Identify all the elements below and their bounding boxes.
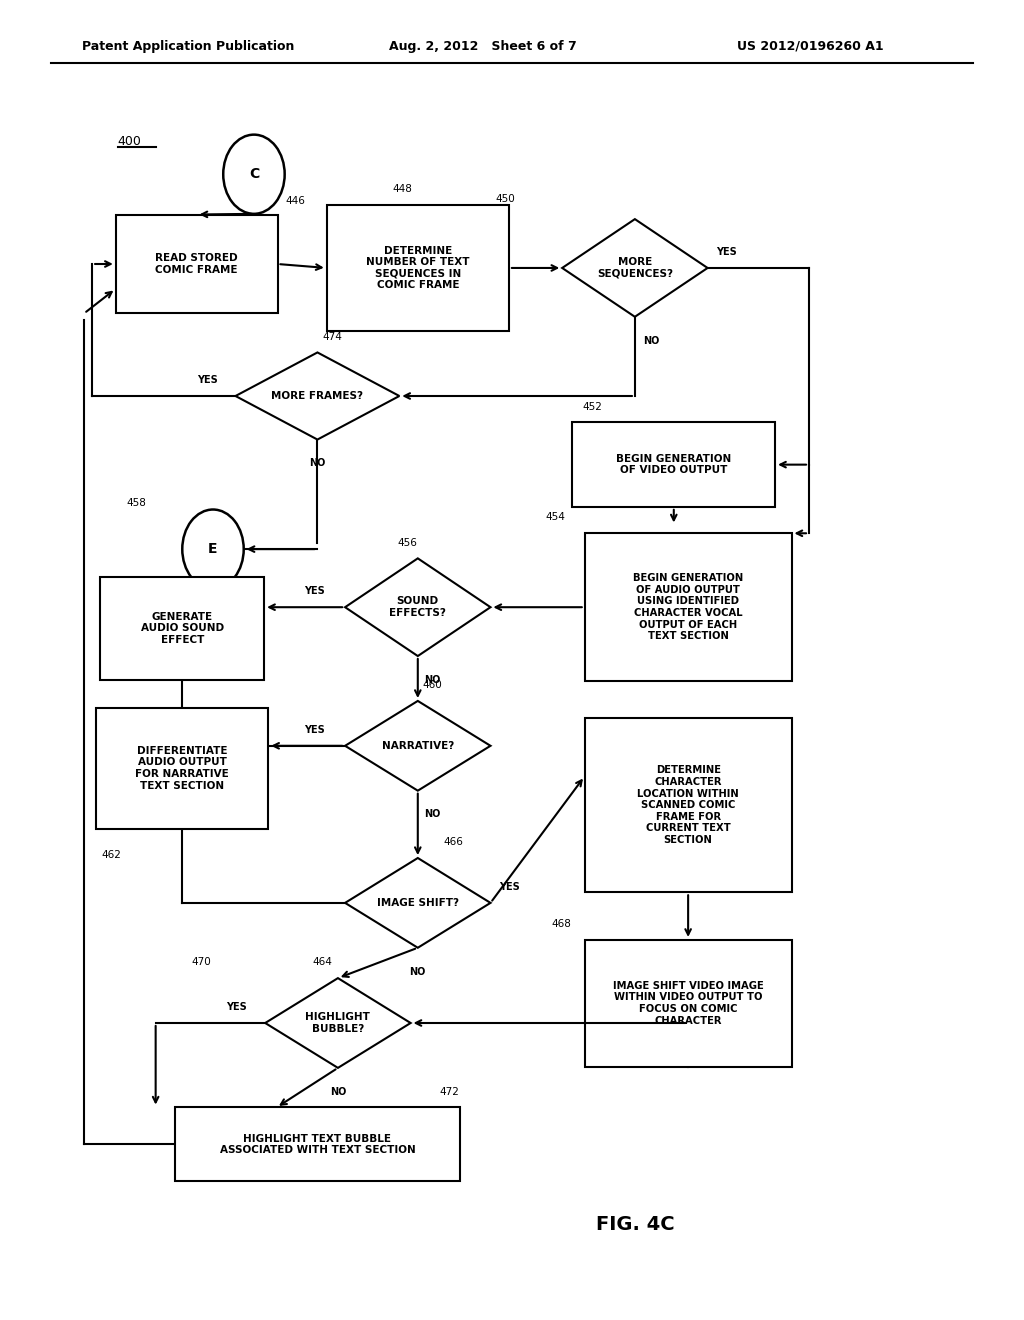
Text: HIGHLIGHT TEXT BUBBLE
ASSOCIATED WITH TEXT SECTION: HIGHLIGHT TEXT BUBBLE ASSOCIATED WITH TE… (219, 1134, 416, 1155)
Text: YES: YES (304, 586, 325, 597)
Text: MORE FRAMES?: MORE FRAMES? (271, 391, 364, 401)
FancyBboxPatch shape (572, 422, 775, 507)
Polygon shape (236, 352, 399, 440)
Text: SOUND
EFFECTS?: SOUND EFFECTS? (389, 597, 446, 618)
Polygon shape (265, 978, 411, 1068)
Polygon shape (345, 858, 490, 948)
Polygon shape (562, 219, 708, 317)
Text: BEGIN GENERATION
OF AUDIO OUTPUT
USING IDENTIFIED
CHARACTER VOCAL
OUTPUT OF EACH: BEGIN GENERATION OF AUDIO OUTPUT USING I… (633, 573, 743, 642)
Text: 454: 454 (546, 512, 565, 523)
Text: HIGHLIGHT
BUBBLE?: HIGHLIGHT BUBBLE? (305, 1012, 371, 1034)
FancyBboxPatch shape (585, 533, 792, 681)
FancyBboxPatch shape (100, 577, 264, 680)
Text: YES: YES (716, 247, 736, 257)
Text: 446: 446 (286, 197, 305, 206)
FancyBboxPatch shape (96, 708, 268, 829)
Text: 452: 452 (583, 401, 602, 412)
Text: YES: YES (499, 882, 519, 892)
Text: GENERATE
AUDIO SOUND
EFFECT: GENERATE AUDIO SOUND EFFECT (140, 611, 224, 645)
Text: 450: 450 (496, 194, 515, 205)
Text: BEGIN GENERATION
OF VIDEO OUTPUT: BEGIN GENERATION OF VIDEO OUTPUT (616, 454, 731, 475)
Text: DETERMINE
NUMBER OF TEXT
SEQUENCES IN
COMIC FRAME: DETERMINE NUMBER OF TEXT SEQUENCES IN CO… (366, 246, 470, 290)
Circle shape (223, 135, 285, 214)
FancyBboxPatch shape (327, 205, 509, 331)
Text: NO: NO (410, 966, 426, 977)
Text: NARRATIVE?: NARRATIVE? (382, 741, 454, 751)
Text: READ STORED
COMIC FRAME: READ STORED COMIC FRAME (156, 253, 238, 275)
Text: 470: 470 (191, 957, 211, 968)
FancyBboxPatch shape (116, 214, 278, 313)
Text: FIG. 4C: FIG. 4C (596, 1216, 674, 1234)
Text: DIFFERENTIATE
AUDIO OUTPUT
FOR NARRATIVE
TEXT SECTION: DIFFERENTIATE AUDIO OUTPUT FOR NARRATIVE… (135, 746, 229, 791)
Text: 468: 468 (552, 919, 571, 929)
Text: US 2012/0196260 A1: US 2012/0196260 A1 (737, 40, 884, 53)
Text: 464: 464 (312, 957, 332, 968)
Text: Aug. 2, 2012   Sheet 6 of 7: Aug. 2, 2012 Sheet 6 of 7 (389, 40, 577, 53)
FancyBboxPatch shape (585, 718, 792, 892)
Text: 466: 466 (443, 837, 463, 847)
Text: YES: YES (197, 375, 217, 385)
FancyBboxPatch shape (175, 1107, 460, 1181)
Text: 462: 462 (101, 850, 121, 861)
Text: NO: NO (424, 809, 440, 820)
Text: DETERMINE
CHARACTER
LOCATION WITHIN
SCANNED COMIC
FRAME FOR
CURRENT TEXT
SECTION: DETERMINE CHARACTER LOCATION WITHIN SCAN… (637, 766, 739, 845)
Text: NO: NO (643, 335, 659, 346)
Text: NO: NO (330, 1086, 346, 1097)
Text: 458: 458 (126, 498, 145, 508)
Text: E: E (208, 543, 218, 556)
Text: 456: 456 (397, 537, 417, 548)
Text: Patent Application Publication: Patent Application Publication (82, 40, 294, 53)
Polygon shape (345, 701, 490, 791)
Text: C: C (249, 168, 259, 181)
Text: YES: YES (226, 1002, 247, 1012)
Text: 400: 400 (118, 135, 141, 148)
Polygon shape (345, 558, 490, 656)
Text: IMAGE SHIFT VIDEO IMAGE
WITHIN VIDEO OUTPUT TO
FOCUS ON COMIC
CHARACTER: IMAGE SHIFT VIDEO IMAGE WITHIN VIDEO OUT… (612, 981, 764, 1026)
Circle shape (182, 510, 244, 589)
Text: YES: YES (304, 725, 325, 735)
Text: NO: NO (309, 458, 326, 469)
Text: NO: NO (424, 675, 440, 685)
Text: IMAGE SHIFT?: IMAGE SHIFT? (377, 898, 459, 908)
Text: 472: 472 (439, 1086, 459, 1097)
FancyBboxPatch shape (585, 940, 792, 1067)
Text: 448: 448 (392, 183, 412, 194)
Text: 474: 474 (323, 331, 342, 342)
Text: MORE
SEQUENCES?: MORE SEQUENCES? (597, 257, 673, 279)
Text: 460: 460 (423, 680, 442, 690)
